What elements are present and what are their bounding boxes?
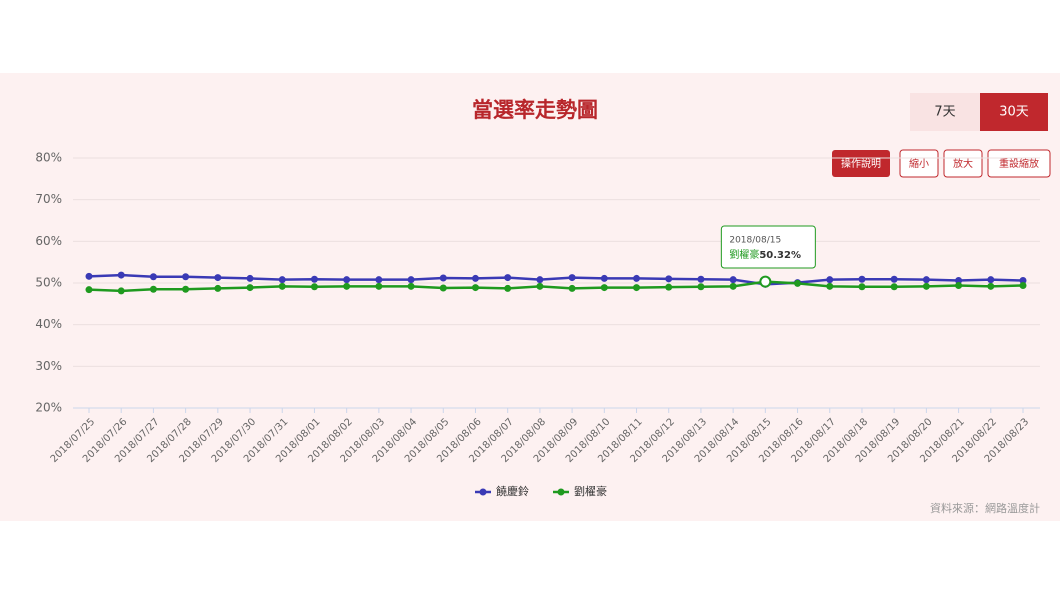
point xyxy=(439,284,447,292)
hover-point xyxy=(759,275,772,288)
point xyxy=(536,282,544,290)
point xyxy=(568,284,576,292)
point xyxy=(375,282,383,290)
point xyxy=(471,274,479,282)
point xyxy=(600,274,608,282)
panel xyxy=(0,73,1060,521)
y-tick-label: 60% xyxy=(35,234,62,248)
point xyxy=(310,283,318,291)
point xyxy=(149,285,157,293)
point xyxy=(85,272,93,280)
point xyxy=(407,276,415,284)
point xyxy=(633,274,641,282)
zoom-button[interactable] xyxy=(832,150,890,177)
point xyxy=(407,282,415,290)
chart-title: 當選率走勢圖 xyxy=(472,98,598,122)
y-tick-label: 50% xyxy=(35,276,62,290)
point xyxy=(310,275,318,283)
range-button[interactable] xyxy=(910,93,980,131)
legend-label[interactable]: 劉櫂豪 xyxy=(574,484,607,498)
point xyxy=(214,274,222,282)
point xyxy=(343,282,351,290)
zoom-button[interactable] xyxy=(943,149,983,178)
point xyxy=(375,276,383,284)
point xyxy=(987,282,995,290)
point xyxy=(471,284,479,292)
point xyxy=(117,287,125,295)
point xyxy=(278,276,286,284)
legend-marker xyxy=(557,488,565,496)
point xyxy=(858,275,866,283)
zoom-button-label[interactable]: 操作說明 xyxy=(841,157,881,170)
point xyxy=(85,286,93,294)
point xyxy=(246,284,254,292)
point xyxy=(182,285,190,293)
point xyxy=(568,274,576,282)
point xyxy=(149,273,157,281)
point xyxy=(922,276,930,284)
range-button[interactable] xyxy=(980,93,1048,131)
point xyxy=(633,284,641,292)
point xyxy=(826,276,834,284)
point xyxy=(922,282,930,290)
zoom-button[interactable] xyxy=(987,149,1051,178)
point xyxy=(955,277,963,284)
point xyxy=(858,283,866,291)
y-tick-label: 40% xyxy=(35,317,62,331)
tooltip xyxy=(720,225,816,269)
point xyxy=(214,284,222,292)
point xyxy=(1019,282,1027,289)
tooltip-date: 2018/08/15 xyxy=(729,236,781,246)
point xyxy=(665,283,673,291)
point xyxy=(890,275,898,283)
point xyxy=(278,282,286,290)
series-line xyxy=(88,280,1024,293)
y-tick-label: 80% xyxy=(35,151,62,165)
source: 資料來源：網路溫度計 xyxy=(930,501,1040,515)
point xyxy=(439,274,447,282)
y-tick-label: 70% xyxy=(35,192,62,206)
point xyxy=(117,271,125,279)
zoom-button[interactable] xyxy=(899,149,939,178)
point xyxy=(343,276,351,284)
range-button-label[interactable]: 7天 xyxy=(934,105,955,120)
point xyxy=(955,282,963,289)
point xyxy=(1019,277,1027,284)
y-tick-label: 30% xyxy=(35,359,62,373)
y-tick-label: 20% xyxy=(35,401,62,415)
point xyxy=(665,275,673,283)
point xyxy=(794,279,802,287)
point xyxy=(504,284,512,292)
tooltip-series: 劉櫂豪: xyxy=(729,248,762,261)
legend-marker xyxy=(479,488,487,496)
zoom-button-label[interactable]: 重設縮放 xyxy=(999,157,1039,170)
zoom-button-label[interactable]: 放大 xyxy=(953,157,973,170)
point xyxy=(536,276,544,284)
point xyxy=(697,283,705,291)
point xyxy=(890,283,898,291)
point xyxy=(246,274,254,282)
point xyxy=(987,276,995,284)
series-line xyxy=(88,273,1024,286)
point xyxy=(697,275,705,283)
legend-label[interactable]: 饒慶鈴 xyxy=(496,484,529,498)
tooltip-value: 50.32% xyxy=(759,250,801,261)
point xyxy=(504,274,512,282)
point xyxy=(600,284,608,292)
point xyxy=(729,282,737,290)
zoom-button-label[interactable]: 縮小 xyxy=(909,157,929,170)
range-button-label[interactable]: 30天 xyxy=(999,105,1029,120)
point xyxy=(182,273,190,281)
point xyxy=(729,276,737,284)
point xyxy=(826,282,834,290)
